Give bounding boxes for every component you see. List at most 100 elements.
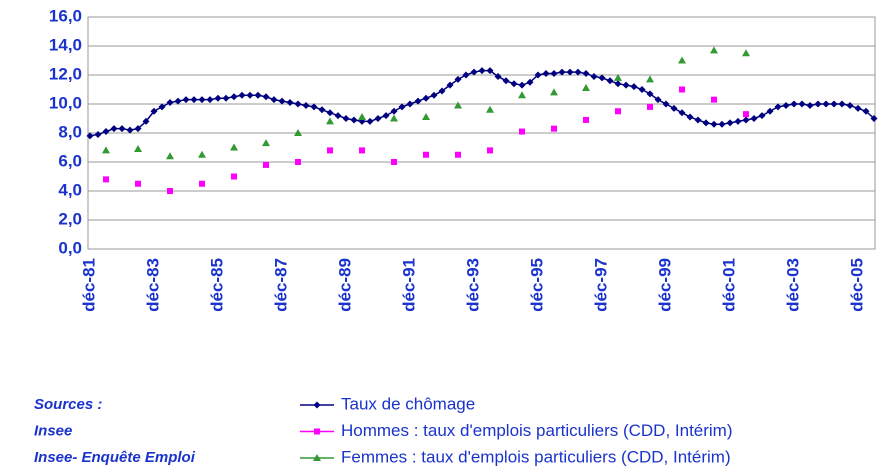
- point: [606, 77, 614, 85]
- point: [422, 113, 430, 121]
- point: [694, 116, 702, 124]
- point: [374, 115, 382, 122]
- point: [798, 100, 806, 108]
- point: [174, 97, 182, 105]
- point: [870, 115, 878, 122]
- point: [814, 100, 822, 108]
- point: [478, 67, 486, 75]
- point: [502, 77, 510, 85]
- legend-label: Taux de chômage: [341, 394, 475, 413]
- point: [166, 152, 174, 160]
- point: [766, 107, 774, 115]
- point: [774, 103, 782, 111]
- point: [294, 100, 302, 108]
- point: [862, 107, 870, 115]
- x-tick-label: déc-99: [655, 258, 674, 312]
- point: [550, 70, 558, 78]
- point: [310, 103, 318, 111]
- point: [614, 80, 622, 88]
- point: [534, 71, 542, 79]
- x-tick-label: déc-03: [783, 258, 802, 312]
- point: [86, 132, 94, 140]
- point: [390, 107, 398, 115]
- point: [583, 116, 589, 123]
- point: [678, 56, 686, 64]
- point: [646, 90, 654, 98]
- point: [382, 112, 390, 120]
- point: [518, 81, 526, 89]
- point: [134, 144, 142, 152]
- point: [526, 78, 534, 86]
- point: [487, 147, 493, 154]
- point: [231, 173, 237, 180]
- point: [390, 114, 398, 122]
- x-tick-label: déc-89: [335, 258, 354, 312]
- series-line: [89, 69, 875, 137]
- x-tick-label: déc-83: [143, 258, 162, 312]
- point: [214, 94, 222, 102]
- point: [134, 125, 142, 133]
- point: [558, 68, 566, 76]
- point: [230, 93, 238, 101]
- point: [750, 115, 758, 122]
- point: [582, 70, 590, 78]
- point: [190, 96, 198, 104]
- point: [295, 159, 301, 165]
- legend-label: Hommes : taux d'emplois particuliers (CD…: [341, 421, 733, 440]
- y-tick-label: 10,0: [49, 93, 82, 112]
- x-tick-label: déc-95: [527, 258, 546, 312]
- point: [350, 116, 358, 124]
- point: [566, 68, 574, 76]
- point: [314, 428, 320, 435]
- point: [462, 71, 470, 79]
- point: [590, 72, 598, 80]
- point: [630, 83, 638, 91]
- point: [454, 75, 462, 83]
- y-tick-label: 2,0: [58, 209, 82, 228]
- point: [398, 103, 406, 111]
- x-tick-label: déc-93: [463, 258, 482, 312]
- point: [679, 86, 685, 93]
- point: [470, 68, 478, 76]
- point: [302, 101, 310, 109]
- point: [254, 91, 262, 99]
- point: [494, 72, 502, 80]
- point: [422, 94, 430, 102]
- point: [830, 100, 838, 108]
- point: [158, 103, 166, 111]
- point: [246, 91, 254, 99]
- point: [486, 105, 494, 113]
- point: [150, 107, 158, 115]
- point: [423, 151, 429, 158]
- point: [486, 67, 494, 75]
- y-tick-label: 16,0: [49, 6, 82, 25]
- point: [790, 100, 798, 108]
- point: [238, 91, 246, 99]
- x-tick-label: déc-91: [399, 258, 418, 312]
- point: [574, 68, 582, 76]
- point: [654, 96, 662, 104]
- point: [198, 150, 206, 158]
- y-tick-label: 14,0: [49, 35, 82, 54]
- point: [646, 75, 654, 83]
- point: [742, 49, 750, 57]
- y-tick-label: 6,0: [58, 151, 82, 170]
- point: [334, 112, 342, 120]
- point: [758, 112, 766, 120]
- point: [313, 401, 321, 409]
- point: [510, 80, 518, 88]
- point: [199, 180, 205, 187]
- point: [135, 180, 141, 187]
- point: [198, 96, 206, 104]
- point: [294, 129, 302, 136]
- x-tick-label: déc-01: [719, 258, 738, 312]
- point: [262, 93, 270, 101]
- point: [718, 120, 726, 128]
- point: [359, 147, 365, 154]
- point: [550, 88, 558, 96]
- point: [726, 119, 734, 127]
- point: [710, 120, 718, 128]
- x-tick-label: déc-81: [79, 258, 98, 312]
- point: [518, 91, 526, 99]
- point: [326, 109, 334, 117]
